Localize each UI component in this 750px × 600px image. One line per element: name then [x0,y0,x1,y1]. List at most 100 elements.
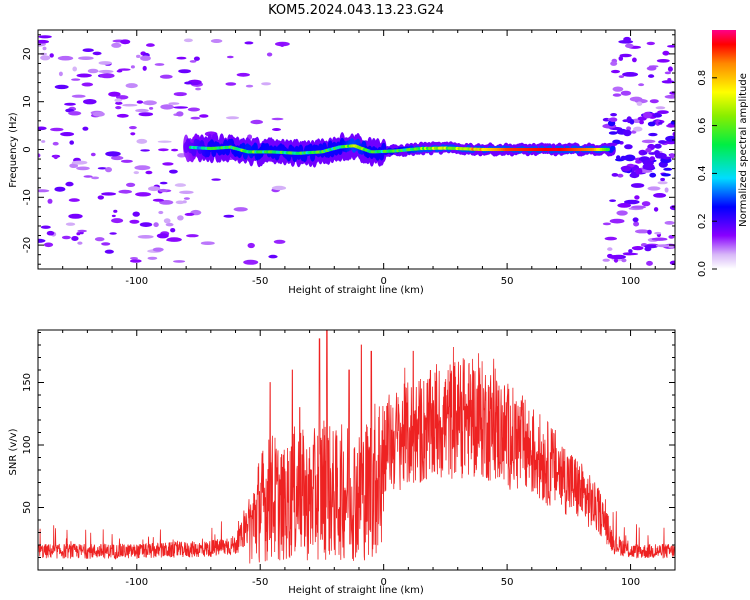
noise-blob [621,258,627,263]
noise-blob [639,120,644,125]
noise-blob [159,200,174,205]
x-tick-label: 100 [621,276,640,287]
noise-blob [236,72,250,77]
noise-blob [643,111,652,119]
noise-blob [182,200,187,204]
noise-blob [97,195,105,200]
noise-blob [40,225,51,229]
x-tick-label: 0 [380,276,386,287]
x-tick-label: -100 [125,577,148,588]
noise-blob [268,254,278,259]
noise-blob [38,126,47,131]
noise-blob [189,60,197,63]
noise-blob [195,87,202,91]
noise-blob [108,91,121,97]
noise-blob [69,163,79,168]
noise-blob [641,139,656,144]
noise-blob [140,149,150,152]
noise-blob [647,186,661,191]
noise-blob [101,242,111,246]
noise-blob [130,257,138,260]
noise-blob [116,113,129,118]
noise-blob [175,200,185,205]
noise-blob [649,172,657,178]
noise-blob [61,235,71,240]
noise-blob [69,140,74,145]
noise-blob [243,259,259,265]
y-tick-label: -10 [22,189,33,205]
noise-blob [271,117,284,121]
noise-blob [65,222,76,226]
noise-blob [633,126,643,132]
noise-blob [658,140,667,144]
noise-blob [604,236,617,241]
noise-blob [139,222,153,228]
noise-blob [135,192,152,197]
noise-blob [154,63,165,66]
noise-blob [653,207,659,212]
noise-blob [250,119,263,125]
noise-blob [672,131,675,137]
noise-blob [71,94,86,98]
noise-blob [152,198,164,202]
noise-blob [120,39,131,45]
noise-blob [623,129,632,137]
noise-blob [159,181,168,185]
noise-blob [111,218,124,224]
noise-blob [657,181,668,185]
noise-blob [120,159,133,163]
noise-blob [662,156,672,160]
noise-blob [138,112,154,117]
noise-blob [129,219,140,224]
noise-blob [200,241,215,245]
noise-blob [90,152,96,157]
noise-blob [629,119,635,125]
x-tick-label: -50 [252,276,268,287]
x-tick-label: 50 [501,276,514,287]
noise-blob [76,166,90,171]
noise-blob [664,221,675,225]
noise-blob [68,198,80,202]
noise-blob [660,177,665,182]
colorbar-label: Normalized spectral amplitude [738,73,749,227]
noise-blob [634,195,640,200]
noise-blob [649,99,659,104]
noise-blob [635,168,643,175]
noise-blob [168,102,180,105]
noise-blob [41,140,46,143]
noise-blob [94,237,105,242]
noise-blob [211,178,221,181]
noise-blob [647,121,656,127]
noise-blob [165,222,174,227]
noise-blob [101,192,117,196]
noise-blob [42,46,47,51]
noise-blob [171,148,179,152]
y-tick-label: 150 [22,373,33,392]
noise-blob [130,132,136,136]
noise-blob [111,42,122,48]
noise-blob [87,68,99,74]
noise-blob [626,126,632,131]
noise-blob [199,114,209,118]
noise-blob [98,61,112,65]
noise-blob [184,81,193,85]
noise-blob [620,155,627,161]
noise-blob [142,65,147,71]
noise-blob [176,56,187,60]
noise-blob [607,247,613,251]
noise-blob [668,245,674,249]
noise-blob [60,132,75,137]
colorbar: 0.0 0.2 0.4 0.6 0.8 Normalized spectral ampl… [697,30,749,277]
noise-blob [38,238,46,243]
noise-blob [170,228,176,233]
noise-blob [159,188,168,193]
noise-blob [76,73,92,78]
noise-blob [611,69,620,74]
noise-blob [82,48,94,52]
noise-blob [158,148,169,152]
noise-blob [178,69,192,74]
noise-blob [115,101,123,105]
noise-blob [654,231,662,235]
noise-blob [632,217,639,223]
noise-blob [646,260,653,266]
